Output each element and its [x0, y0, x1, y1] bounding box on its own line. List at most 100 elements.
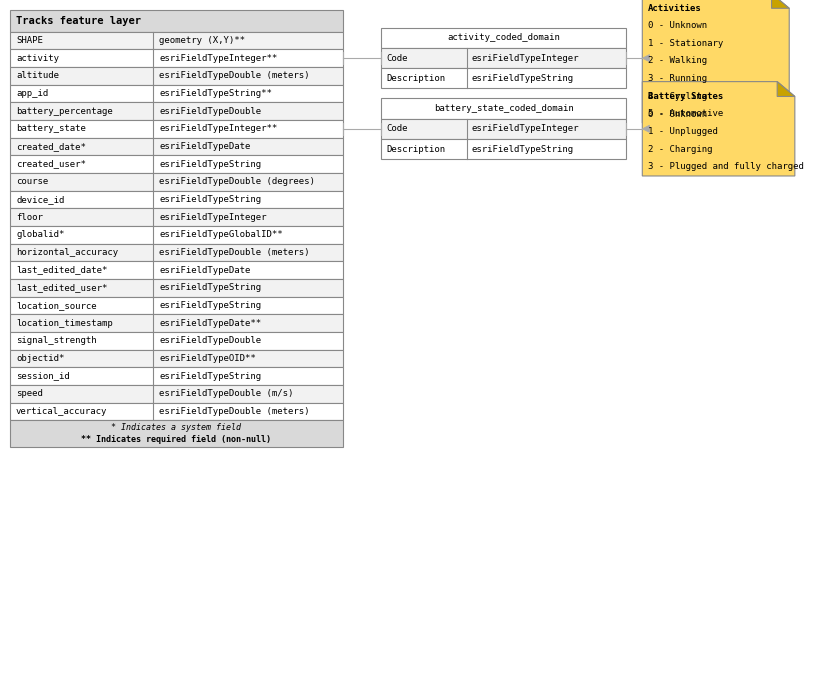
Text: floor: floor: [16, 212, 43, 222]
Text: 2 - Walking: 2 - Walking: [648, 57, 707, 65]
FancyBboxPatch shape: [10, 67, 343, 85]
FancyBboxPatch shape: [10, 85, 343, 102]
Text: esriFieldTypeString: esriFieldTypeString: [472, 144, 574, 154]
Text: esriFieldTypeDouble (meters): esriFieldTypeDouble (meters): [159, 248, 309, 257]
Text: 2 - Charging: 2 - Charging: [648, 145, 712, 154]
Text: ** Indicates required field (non-null): ** Indicates required field (non-null): [81, 435, 271, 444]
Text: esriFieldTypeDate**: esriFieldTypeDate**: [159, 319, 261, 328]
Text: 0 - Unknown: 0 - Unknown: [648, 110, 707, 119]
Text: esriFieldTypeInteger: esriFieldTypeInteger: [159, 212, 267, 222]
Polygon shape: [642, 82, 795, 176]
Text: esriFieldTypeString**: esriFieldTypeString**: [159, 89, 272, 98]
FancyBboxPatch shape: [10, 10, 343, 32]
Text: 5 - Automotive: 5 - Automotive: [648, 109, 723, 118]
FancyBboxPatch shape: [10, 279, 343, 297]
FancyBboxPatch shape: [10, 385, 343, 402]
FancyBboxPatch shape: [10, 402, 343, 420]
FancyBboxPatch shape: [10, 32, 343, 49]
Text: location_timestamp: location_timestamp: [16, 319, 113, 328]
Text: 0 - Unknown: 0 - Unknown: [648, 22, 707, 30]
FancyBboxPatch shape: [10, 191, 343, 208]
Polygon shape: [771, 0, 789, 8]
Text: signal_strength: signal_strength: [16, 336, 97, 345]
FancyBboxPatch shape: [381, 48, 626, 68]
Polygon shape: [642, 0, 789, 123]
Text: app_id: app_id: [16, 89, 48, 98]
FancyBboxPatch shape: [10, 208, 343, 226]
FancyBboxPatch shape: [10, 314, 343, 332]
FancyBboxPatch shape: [381, 119, 626, 139]
Text: Tracks feature layer: Tracks feature layer: [16, 16, 141, 26]
Text: Code: Code: [386, 124, 408, 133]
Text: Description: Description: [386, 144, 445, 154]
Text: esriFieldTypeGlobalID**: esriFieldTypeGlobalID**: [159, 231, 283, 239]
Text: geometry (X,Y)**: geometry (X,Y)**: [159, 36, 245, 45]
Text: activity: activity: [16, 54, 59, 63]
FancyBboxPatch shape: [10, 420, 343, 447]
Text: altitude: altitude: [16, 71, 59, 80]
Text: last_edited_user*: last_edited_user*: [16, 283, 108, 293]
FancyBboxPatch shape: [10, 137, 343, 155]
Text: * Indicates a system field: * Indicates a system field: [111, 423, 241, 432]
Polygon shape: [777, 82, 795, 96]
FancyBboxPatch shape: [10, 173, 343, 191]
Text: esriFieldTypeOID**: esriFieldTypeOID**: [159, 354, 256, 363]
FancyBboxPatch shape: [381, 28, 626, 48]
Text: esriFieldTypeString: esriFieldTypeString: [159, 371, 261, 381]
Text: location_source: location_source: [16, 301, 97, 310]
Text: session_id: session_id: [16, 371, 70, 381]
Text: 1 - Unplugged: 1 - Unplugged: [648, 127, 718, 136]
Text: esriFieldTypeDouble (meters): esriFieldTypeDouble (meters): [159, 407, 309, 416]
Text: esriFieldTypeString: esriFieldTypeString: [159, 160, 261, 168]
Text: objectid*: objectid*: [16, 354, 64, 363]
Text: course: course: [16, 177, 48, 186]
Text: device_id: device_id: [16, 195, 64, 204]
Text: esriFieldTypeString: esriFieldTypeString: [159, 283, 261, 293]
Text: battery_state_coded_domain: battery_state_coded_domain: [434, 104, 574, 113]
FancyBboxPatch shape: [10, 367, 343, 385]
Text: speed: speed: [16, 389, 43, 398]
Text: esriFieldTypeDouble: esriFieldTypeDouble: [159, 106, 261, 116]
FancyBboxPatch shape: [10, 102, 343, 120]
FancyBboxPatch shape: [10, 226, 343, 243]
Text: esriFieldTypeInteger: esriFieldTypeInteger: [472, 124, 580, 133]
Text: 3 - Plugged and fully charged: 3 - Plugged and fully charged: [648, 162, 804, 171]
FancyBboxPatch shape: [10, 243, 343, 262]
FancyBboxPatch shape: [381, 139, 626, 159]
Text: esriFieldTypeString: esriFieldTypeString: [159, 301, 261, 310]
FancyBboxPatch shape: [10, 262, 343, 279]
FancyBboxPatch shape: [10, 49, 343, 67]
Text: activity_coded_domain: activity_coded_domain: [447, 34, 560, 42]
FancyBboxPatch shape: [10, 155, 343, 173]
Text: 3 - Running: 3 - Running: [648, 74, 707, 83]
Text: esriFieldTypeString: esriFieldTypeString: [159, 195, 261, 204]
Text: esriFieldTypeInteger**: esriFieldTypeInteger**: [159, 124, 278, 133]
Text: esriFieldTypeDate: esriFieldTypeDate: [159, 266, 251, 274]
Text: Activities: Activities: [648, 4, 701, 13]
Text: esriFieldTypeDouble: esriFieldTypeDouble: [159, 336, 261, 345]
Text: esriFieldTypeDouble (m/s): esriFieldTypeDouble (m/s): [159, 389, 294, 398]
Text: 1 - Stationary: 1 - Stationary: [648, 39, 723, 48]
Text: esriFieldTypeDate: esriFieldTypeDate: [159, 142, 251, 151]
Text: Code: Code: [386, 54, 408, 63]
Text: horizontal_accuracy: horizontal_accuracy: [16, 248, 118, 257]
Text: 4 - Cycling: 4 - Cycling: [648, 92, 707, 100]
FancyBboxPatch shape: [381, 68, 626, 88]
Text: esriFieldTypeInteger: esriFieldTypeInteger: [472, 54, 580, 63]
Text: globalid*: globalid*: [16, 231, 64, 239]
FancyBboxPatch shape: [10, 120, 343, 137]
FancyBboxPatch shape: [10, 350, 343, 367]
Polygon shape: [642, 125, 650, 132]
Text: esriFieldTypeDouble (degrees): esriFieldTypeDouble (degrees): [159, 177, 315, 186]
Text: created_date*: created_date*: [16, 142, 86, 151]
Text: last_edited_date*: last_edited_date*: [16, 266, 108, 274]
FancyBboxPatch shape: [381, 98, 626, 119]
Polygon shape: [642, 55, 650, 62]
Text: Battery States: Battery States: [648, 92, 723, 101]
FancyBboxPatch shape: [10, 332, 343, 350]
Text: battery_percentage: battery_percentage: [16, 106, 113, 116]
Text: esriFieldTypeInteger**: esriFieldTypeInteger**: [159, 54, 278, 63]
Text: esriFieldTypeString: esriFieldTypeString: [472, 74, 574, 83]
FancyBboxPatch shape: [10, 297, 343, 314]
Text: battery_state: battery_state: [16, 124, 86, 133]
